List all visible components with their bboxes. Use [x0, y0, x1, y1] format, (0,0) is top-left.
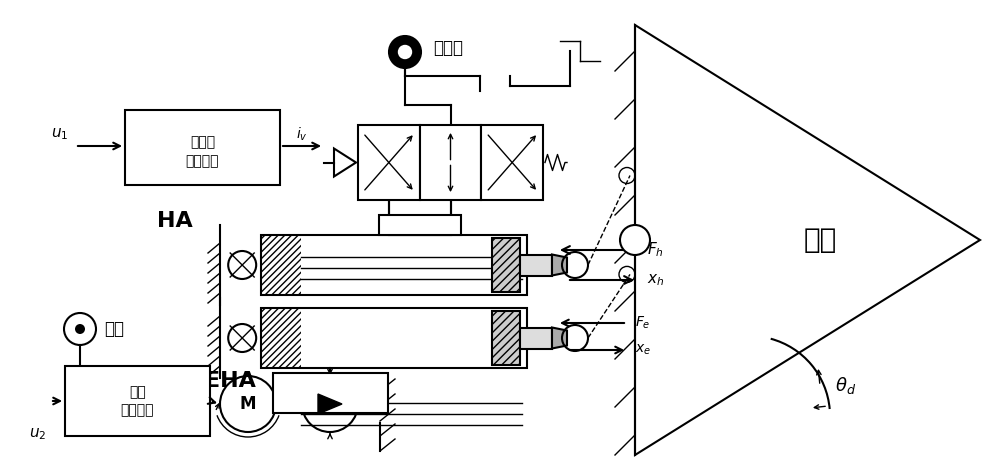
Bar	[492, 238, 520, 292]
Circle shape	[389, 36, 421, 68]
Bar	[379, 215, 460, 235]
Text: $x_e$: $x_e$	[635, 343, 651, 357]
Circle shape	[398, 45, 412, 59]
Text: 伺服阀: 伺服阀	[190, 136, 215, 149]
Bar	[492, 238, 520, 292]
Text: EHA: EHA	[205, 371, 255, 391]
Text: 驱动电路: 驱动电路	[121, 403, 154, 417]
Text: M: M	[240, 395, 256, 413]
Text: $x_h$: $x_h$	[647, 272, 664, 288]
Text: $F_h$: $F_h$	[647, 241, 664, 259]
Text: HA: HA	[157, 211, 193, 231]
Text: $u_2$: $u_2$	[29, 426, 47, 442]
Bar	[481, 125, 543, 200]
Bar	[420, 125, 481, 200]
Text: $u_1$: $u_1$	[51, 126, 69, 142]
Bar	[492, 311, 520, 365]
Bar	[261, 308, 301, 368]
Text: 驱动电路: 驱动电路	[186, 155, 219, 169]
Bar	[272, 373, 388, 413]
Bar	[125, 110, 280, 185]
Text: 电机: 电机	[129, 385, 146, 399]
Bar	[261, 235, 527, 295]
Polygon shape	[318, 394, 342, 414]
Circle shape	[75, 324, 85, 334]
Bar	[261, 308, 527, 368]
Bar	[520, 255, 552, 276]
Text: $\theta_d$: $\theta_d$	[835, 376, 856, 397]
Polygon shape	[552, 327, 567, 348]
Text: 舱面: 舱面	[803, 226, 837, 254]
Bar	[492, 311, 520, 365]
Text: 电能: 电能	[104, 320, 124, 338]
Bar	[358, 125, 420, 200]
Bar	[520, 327, 552, 348]
Circle shape	[620, 225, 650, 255]
Text: 液压能: 液压能	[433, 39, 463, 57]
Text: $i_v$: $i_v$	[296, 125, 308, 143]
Bar	[261, 235, 301, 295]
Text: $F_e$: $F_e$	[635, 315, 651, 331]
Polygon shape	[552, 255, 567, 276]
Bar	[65, 366, 210, 436]
